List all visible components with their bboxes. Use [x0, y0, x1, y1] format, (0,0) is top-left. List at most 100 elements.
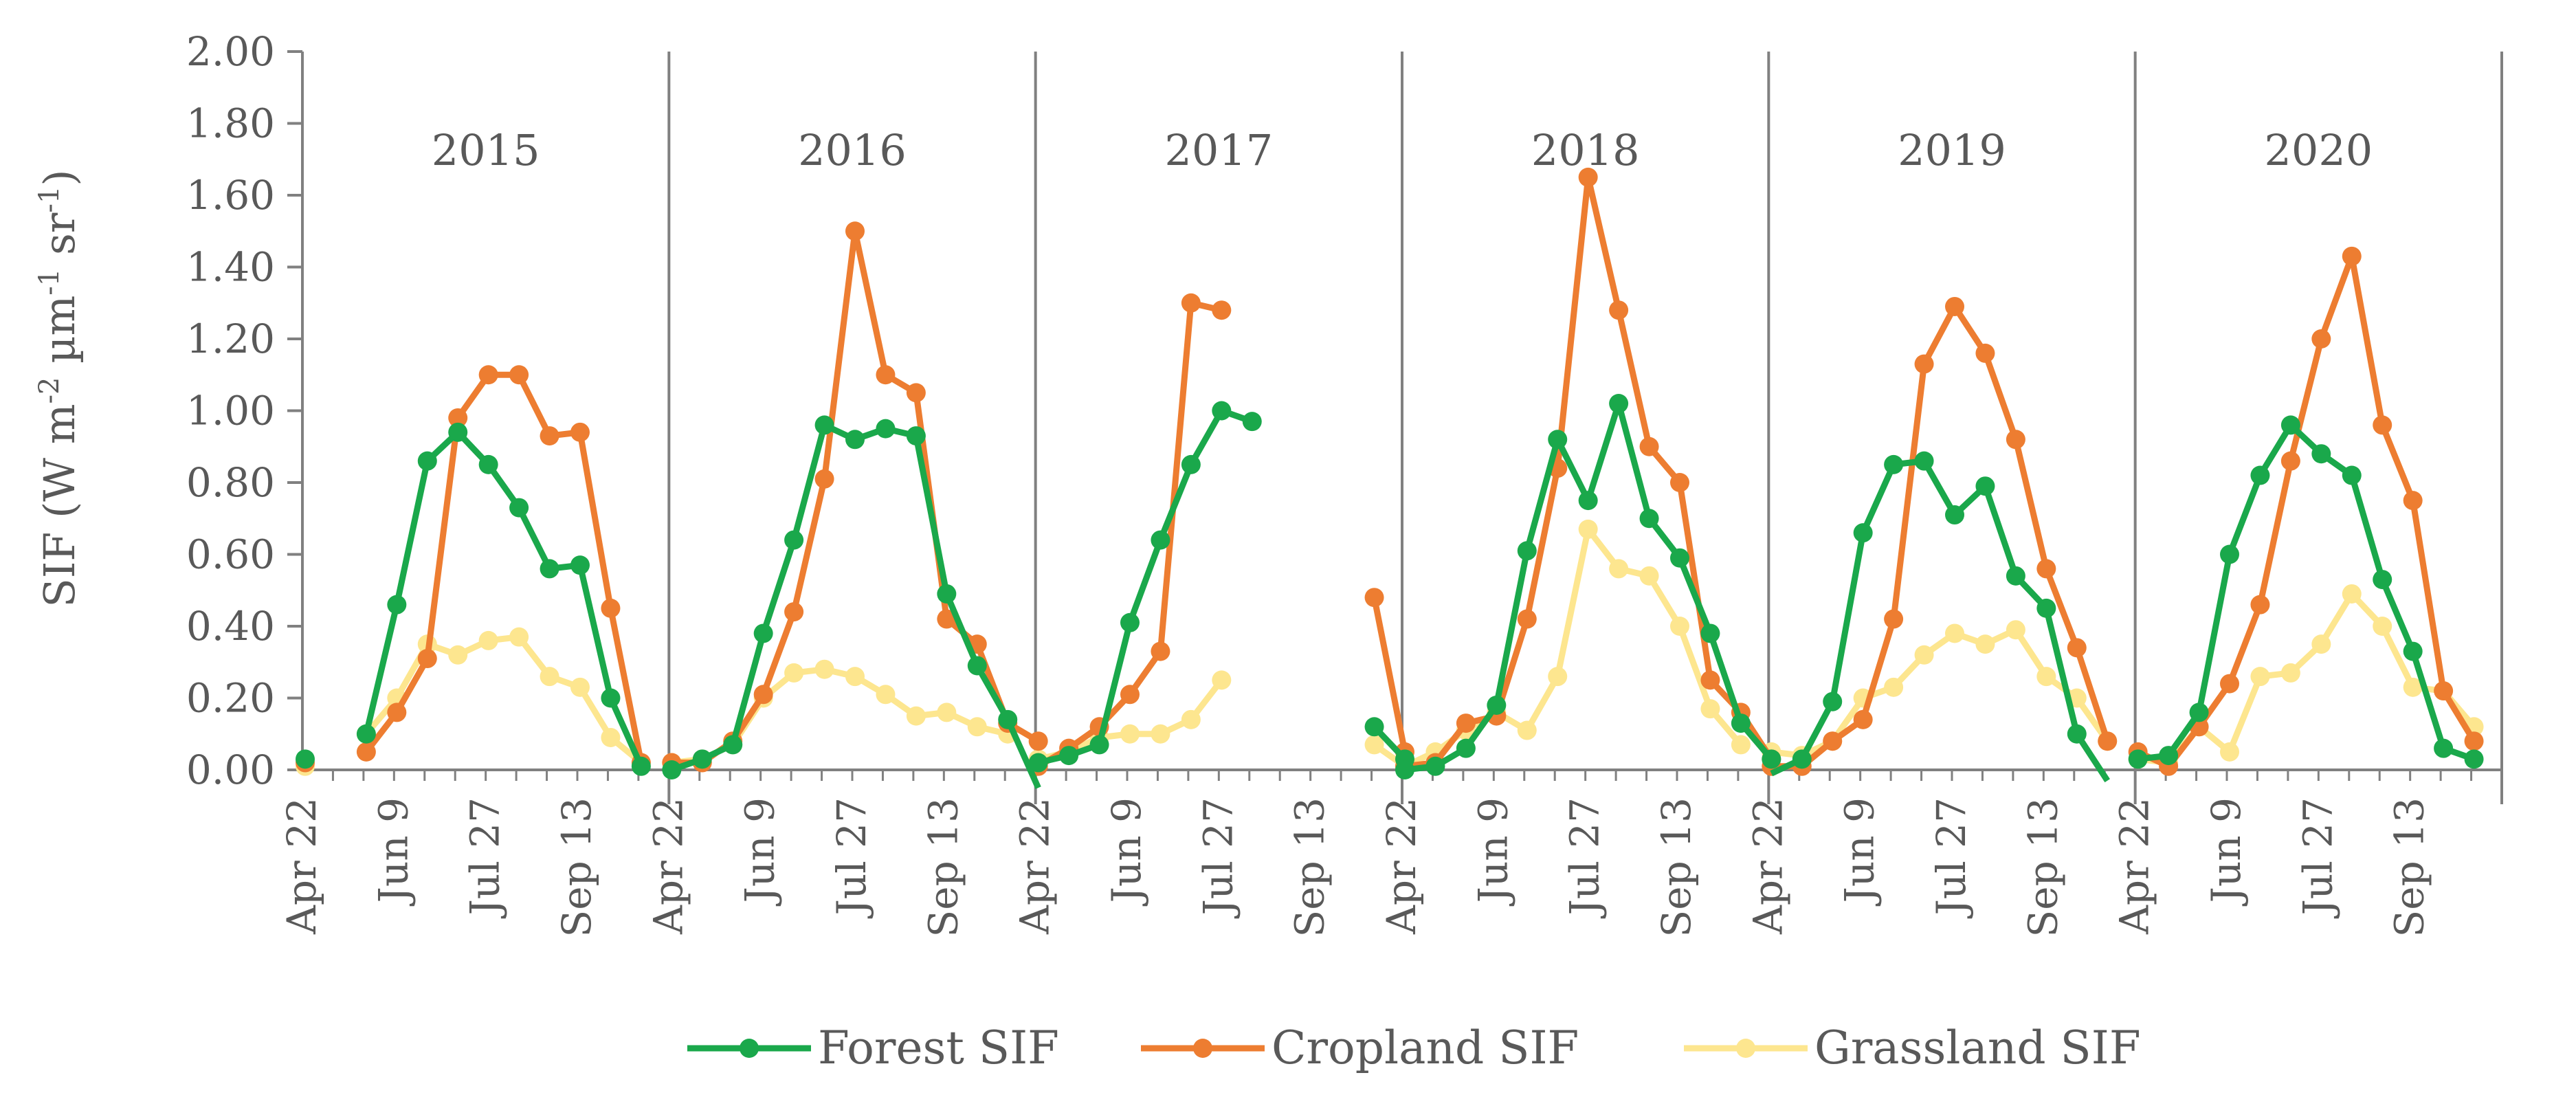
- series-cropland-sif: [296, 167, 2484, 776]
- data-point: [2434, 738, 2454, 758]
- data-point: [2006, 430, 2025, 450]
- data-point: [1853, 523, 1873, 543]
- y-tick-label: 1.40: [186, 244, 275, 291]
- year-label: 2015: [432, 125, 540, 175]
- data-point: [1028, 753, 1048, 773]
- data-point: [1578, 519, 1598, 539]
- x-tick-label: Apr 22: [1012, 797, 1058, 935]
- x-tick-label: Apr 22: [1378, 797, 1425, 935]
- series-line: [1771, 303, 2111, 770]
- data-point: [1700, 623, 1720, 643]
- data-point: [2220, 544, 2239, 564]
- data-point: [1975, 343, 1995, 363]
- data-point: [2067, 724, 2087, 744]
- data-point: [1823, 692, 1843, 711]
- data-point: [1364, 735, 1384, 755]
- data-point: [2311, 329, 2331, 349]
- data-point: [1456, 714, 1476, 733]
- data-point: [509, 498, 529, 518]
- data-point: [448, 645, 468, 665]
- year-label: 2017: [1164, 125, 1273, 175]
- data-point: [1975, 634, 1995, 654]
- data-point: [2403, 491, 2423, 511]
- y-title-mid-2: sr: [34, 212, 85, 269]
- data-point: [967, 717, 987, 737]
- data-point: [784, 663, 804, 683]
- data-point: [1028, 731, 1048, 751]
- data-point: [478, 630, 498, 650]
- data-point: [2464, 749, 2484, 769]
- x-tick-label: Apr 22: [1744, 797, 1791, 935]
- data-point: [876, 419, 896, 439]
- data-point: [2373, 415, 2392, 435]
- data-point: [1487, 695, 1507, 715]
- x-tick-label: Sep 13: [920, 797, 966, 937]
- legend-swatch-marker: [1736, 1039, 1755, 1058]
- y-tick-label: 1.20: [186, 316, 275, 362]
- x-tick-label: Jul 27: [1928, 797, 1975, 918]
- data-point: [1914, 645, 1934, 665]
- data-point: [2220, 674, 2239, 694]
- x-tick-label: Jun 9: [737, 797, 784, 906]
- x-tick-label: Jul 27: [462, 797, 509, 918]
- x-tick-label: Sep 13: [2386, 797, 2433, 937]
- data-point: [2250, 465, 2270, 485]
- data-point: [601, 688, 621, 708]
- data-point: [478, 365, 498, 385]
- legend-label: Forest SIF: [818, 1021, 1059, 1074]
- data-point: [1731, 735, 1751, 755]
- data-point: [967, 656, 987, 676]
- data-point: [540, 667, 559, 687]
- data-point: [2189, 703, 2209, 722]
- data-point: [845, 667, 865, 687]
- data-point: [540, 559, 559, 579]
- y-title-sup-1: -2: [34, 377, 65, 404]
- data-point: [876, 685, 896, 705]
- data-point: [1181, 709, 1201, 729]
- year-label: 2016: [798, 125, 907, 175]
- data-point: [1914, 451, 1934, 471]
- data-point: [1548, 430, 1568, 450]
- data-point: [937, 609, 957, 629]
- data-point: [1517, 720, 1537, 740]
- x-tick-label: Sep 13: [553, 797, 600, 937]
- series-line: [363, 429, 644, 768]
- series-line: [1371, 597, 1408, 753]
- data-point: [2280, 415, 2300, 435]
- data-point: [814, 415, 834, 435]
- y-tick-label: 2.00: [186, 28, 275, 75]
- data-point: [1578, 491, 1598, 511]
- data-point: [1609, 300, 1629, 320]
- data-point: [356, 742, 376, 762]
- y-tick-label: 1.80: [186, 100, 275, 147]
- data-point: [2280, 451, 2300, 471]
- data-point: [1609, 394, 1629, 414]
- series-forest-sif: [296, 394, 2484, 789]
- legend-label: Cropland SIF: [1272, 1021, 1579, 1074]
- y-tick-label: 0.20: [186, 675, 275, 722]
- data-point: [1914, 354, 1934, 374]
- data-point: [2311, 444, 2331, 464]
- legend-item-grassland-sif: Grassland SIF: [1684, 1021, 2141, 1074]
- data-point: [1120, 724, 1140, 744]
- series-grassland-sif: [296, 519, 2484, 776]
- data-point: [2373, 570, 2392, 590]
- x-tick-label: Jun 9: [2203, 797, 2250, 906]
- data-point: [662, 760, 682, 779]
- data-point: [1853, 709, 1873, 729]
- legend-item-forest-sif: Forest SIF: [687, 1021, 1059, 1074]
- data-point: [1364, 588, 1384, 608]
- legend-swatch-marker: [740, 1039, 759, 1058]
- data-point: [631, 756, 651, 776]
- data-point: [1425, 756, 1445, 776]
- y-axis-title: SIF (W m-2 µm-1 sr-1): [34, 169, 85, 607]
- data-point: [814, 659, 834, 679]
- data-point: [1609, 559, 1629, 579]
- x-tick-label: Apr 22: [2111, 797, 2158, 935]
- x-tick-label: Jun 9: [1103, 797, 1150, 906]
- y-title-sup-2: -1: [34, 269, 65, 296]
- data-point: [448, 408, 468, 428]
- y-title-base: SIF (W m: [34, 403, 85, 607]
- x-tick-label: Jul 27: [1195, 797, 1241, 918]
- data-point: [753, 623, 773, 643]
